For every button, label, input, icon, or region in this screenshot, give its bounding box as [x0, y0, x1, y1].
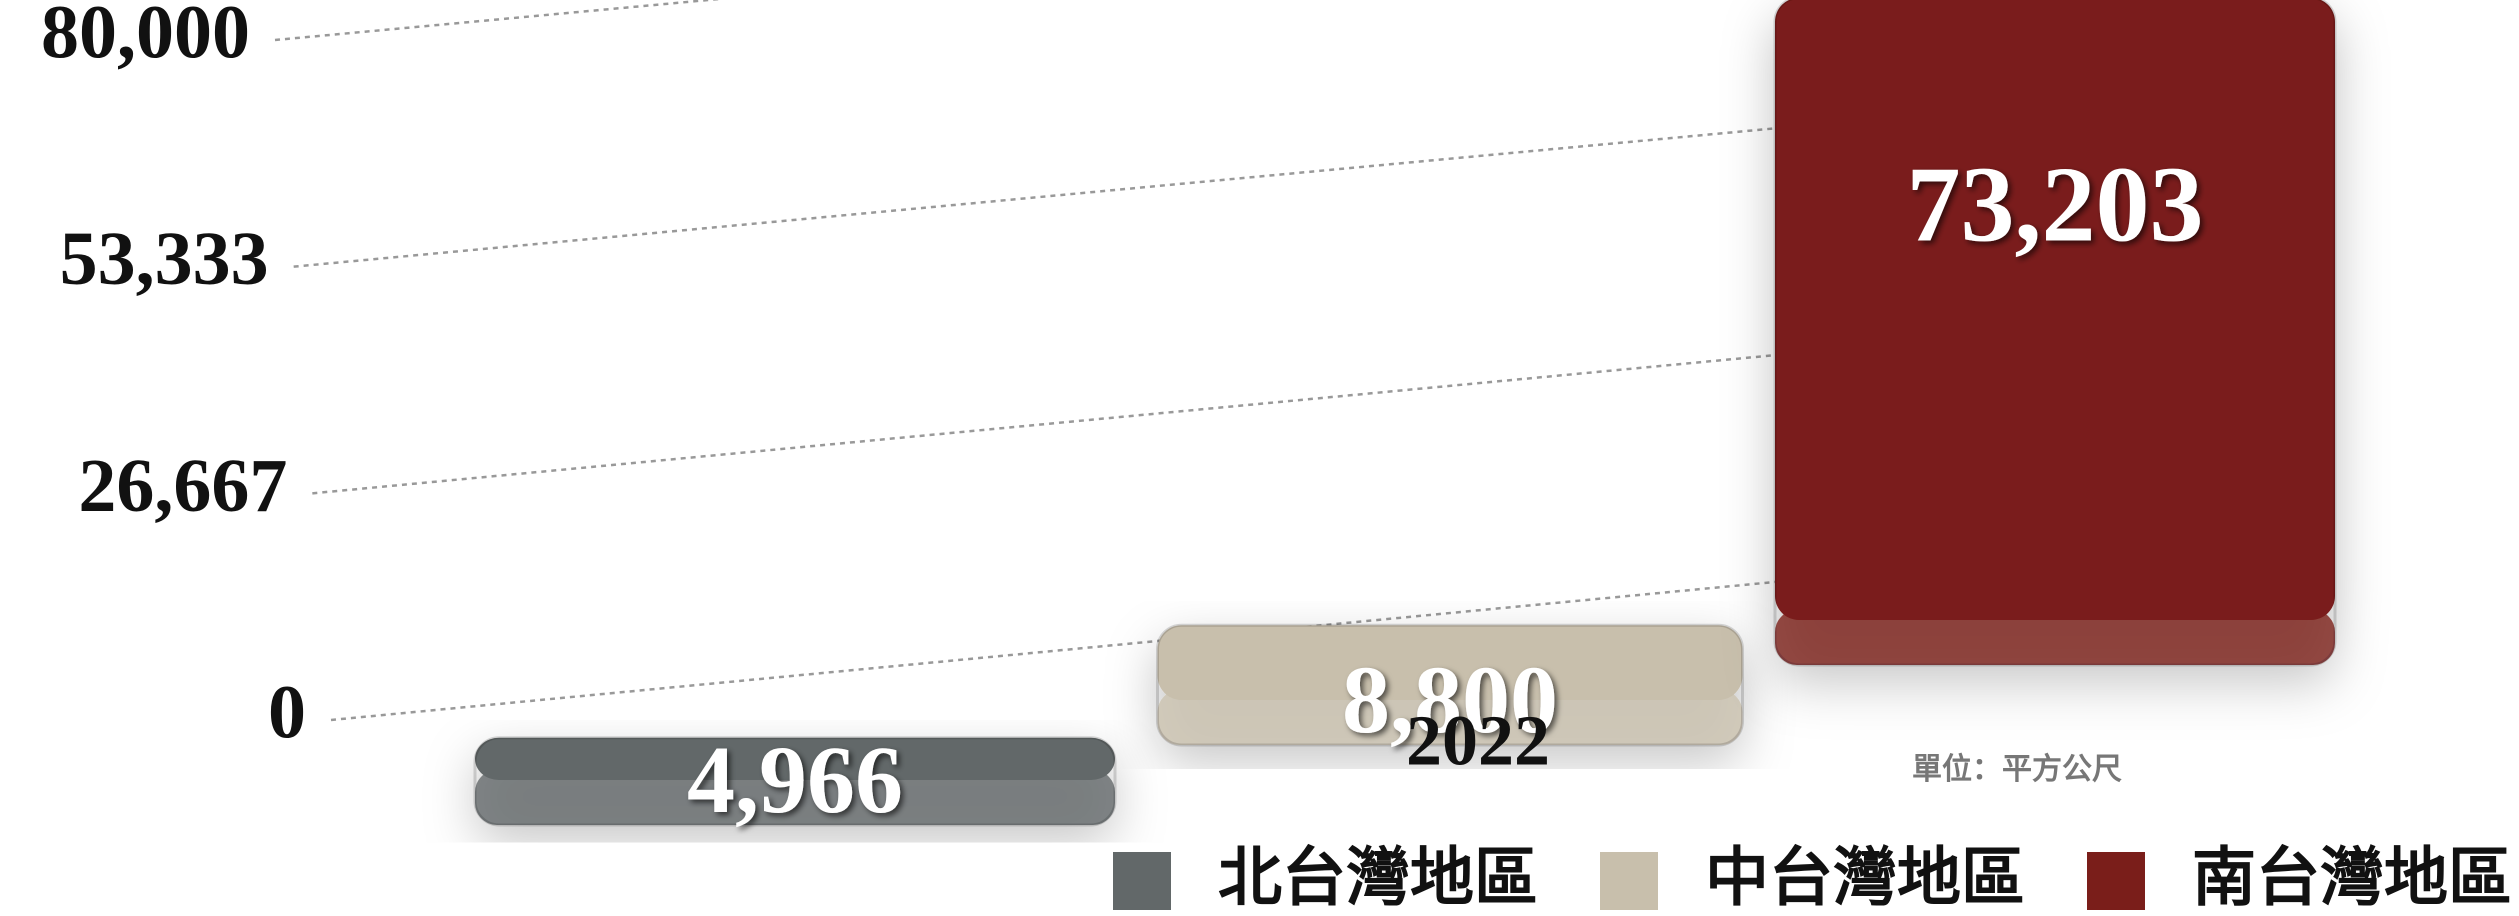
bar-shade [1773, 0, 2337, 667]
bar-group [473, 736, 1117, 827]
legend-label: 北台灣地區 [1218, 842, 1538, 916]
bar [475, 737, 1115, 780]
bar-shade [473, 736, 1117, 827]
grid-line [312, 342, 1901, 495]
bar-group [1773, 0, 2337, 667]
bar-group [1156, 623, 1744, 747]
legend-label: 南台灣地區 [2192, 842, 2512, 916]
legend-swatch [1113, 852, 1171, 910]
y-tick-label: 80,000 [41, 0, 250, 74]
data-label: 4,966 [687, 726, 903, 833]
bar-side [1157, 690, 1743, 745]
y-tick-label: 0 [268, 670, 306, 754]
grid-line [274, 0, 722, 42]
grid-line [330, 568, 1901, 722]
legend-swatch [1600, 852, 1658, 910]
data-label: 73,203 [1907, 145, 2204, 264]
y-tick-label: 53,333 [60, 217, 269, 301]
legend-swatch [2087, 852, 2145, 910]
y-tick-label: 26,667 [78, 444, 287, 528]
bar-side [475, 770, 1115, 825]
bar-side [1775, 610, 2335, 665]
grid-line [293, 115, 1901, 268]
bar [1775, 0, 2335, 620]
legend-label: 中台灣地區 [1705, 842, 2025, 916]
x-tick-label: 2022 [1406, 701, 1550, 781]
bar [1157, 625, 1743, 700]
bar-shade [1156, 623, 1744, 747]
data-label: 8,800 [1342, 646, 1558, 753]
unit-note: 單位：平方公尺 [1912, 752, 2122, 786]
